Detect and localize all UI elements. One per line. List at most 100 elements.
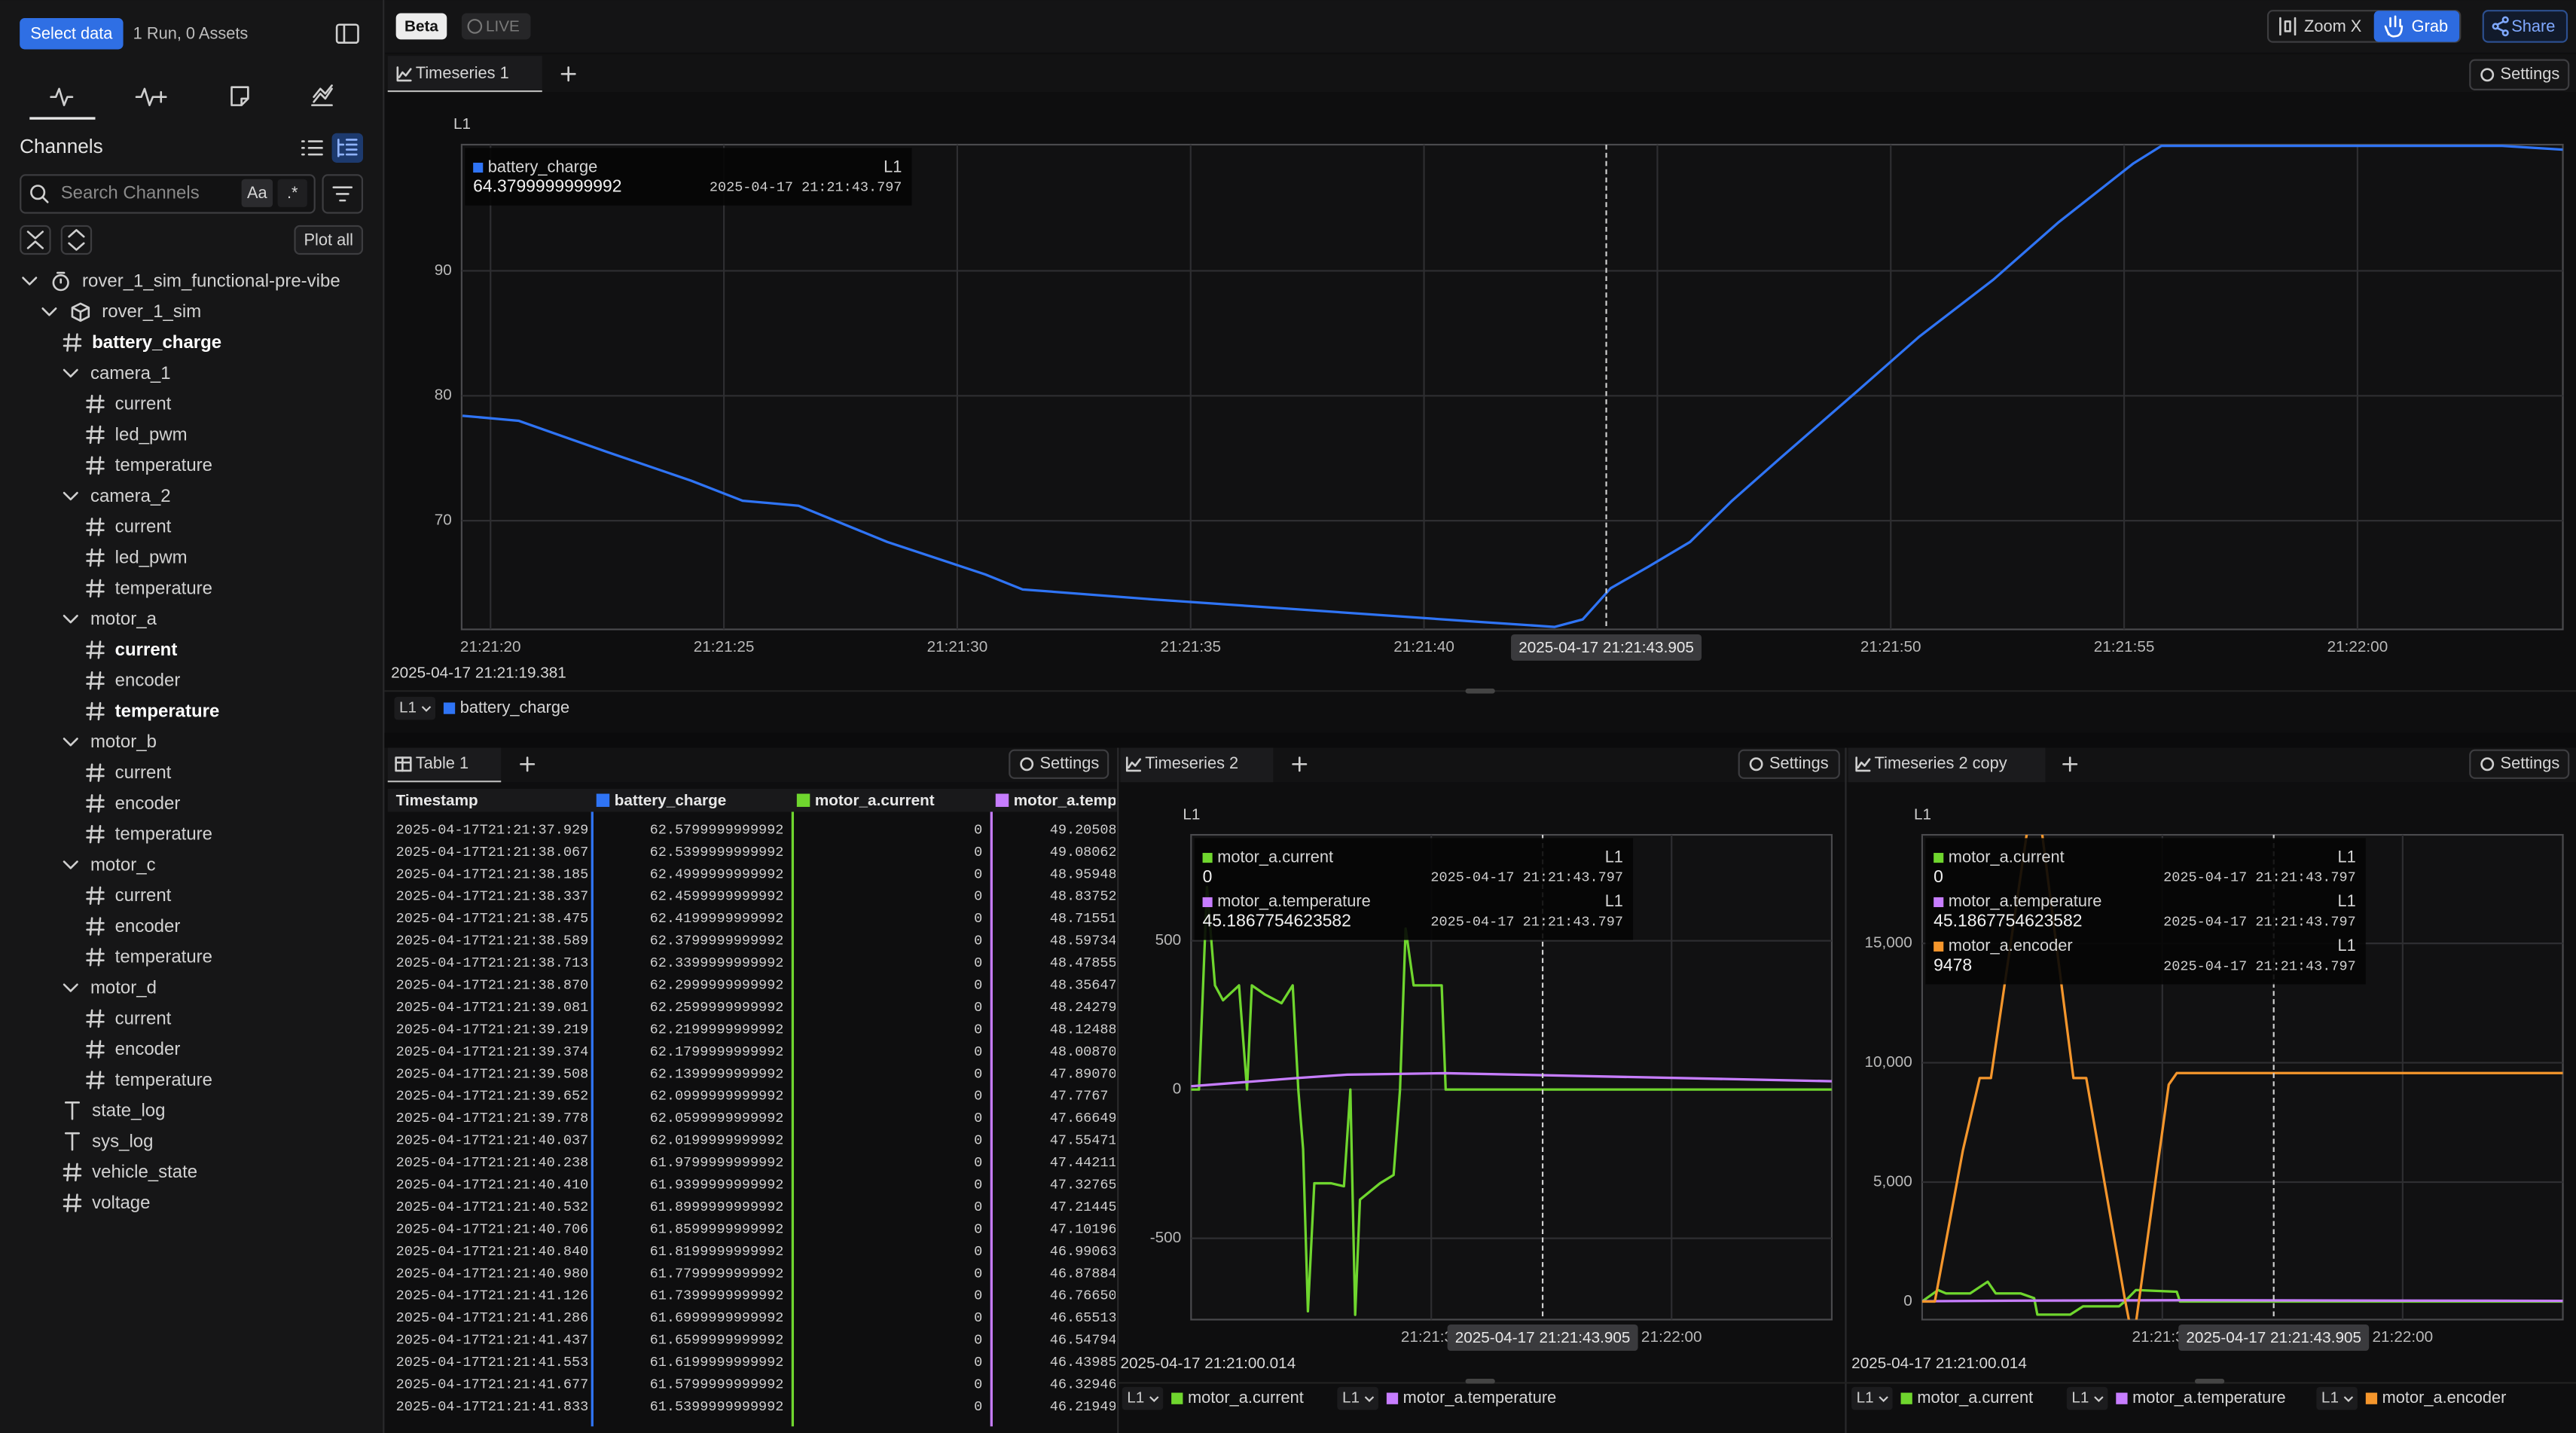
value-cell: 0: [974, 1310, 982, 1326]
expand-all[interactable]: [60, 225, 93, 255]
value-cell: 62.0199999999992: [650, 1133, 784, 1149]
channel-label[interactable]: current: [115, 885, 172, 906]
legend-swatch: [2116, 1392, 2128, 1404]
channel-label[interactable]: current: [115, 640, 178, 660]
tooltip-value: 9478: [1934, 955, 1972, 975]
sidebar-tabs: [50, 84, 333, 106]
tree-view[interactable]: [331, 133, 364, 163]
axis-select[interactable]: [1851, 1386, 1893, 1410]
y-tick-label: 10,000: [1864, 1053, 1912, 1071]
channel-label[interactable]: motor_a: [90, 609, 157, 629]
tooltip-swatch: [1202, 853, 1213, 863]
channel-label[interactable]: motor_b: [90, 732, 157, 752]
resize-handle[interactable]: [1465, 688, 1495, 694]
timeseries-1-tab[interactable]: [387, 56, 542, 93]
list-view[interactable]: [301, 140, 323, 156]
axis-select[interactable]: [394, 696, 435, 720]
channel-label[interactable]: led_pwm: [115, 548, 188, 568]
channel-label[interactable]: temperature: [115, 455, 212, 475]
live-button[interactable]: [461, 13, 531, 40]
value-cell: 61.8599999999992: [650, 1221, 784, 1237]
add-tab[interactable]: [520, 756, 536, 772]
tooltip-axis: L1: [1605, 847, 1623, 866]
channel-label[interactable]: motor_c: [90, 854, 156, 875]
channel-label[interactable]: temperature: [115, 701, 220, 721]
tab-notes[interactable]: [230, 86, 249, 106]
tooltip-value: 0: [1934, 866, 1943, 886]
regex-toggle[interactable]: [277, 179, 307, 207]
numeric-icon: [86, 1040, 105, 1059]
collapse-all[interactable]: [20, 225, 51, 255]
select-data-button[interactable]: [20, 18, 124, 50]
tooltip-value: 0: [1203, 866, 1213, 886]
add-tab[interactable]: [560, 66, 576, 82]
channel-label[interactable]: encoder: [115, 671, 181, 691]
settings-label: Settings: [1040, 753, 1100, 772]
value-cell: 62.1399999999992: [650, 1066, 784, 1082]
channel-label[interactable]: current: [115, 1008, 172, 1028]
channel-label[interactable]: motor_d: [90, 978, 157, 998]
channel-label[interactable]: current: [115, 394, 172, 414]
add-tab[interactable]: [1292, 756, 1308, 772]
channel-label[interactable]: rover_1_sim: [102, 301, 201, 322]
value-cell: 0: [974, 866, 982, 882]
axis-select[interactable]: [2066, 1386, 2108, 1410]
channel-label[interactable]: battery_charge: [92, 332, 221, 353]
zoom-icon[interactable]: [2279, 17, 2297, 36]
value-cell: 0: [974, 1000, 982, 1016]
channel-label[interactable]: state_log: [92, 1101, 165, 1121]
channel-label[interactable]: camera_2: [90, 486, 171, 506]
channel-label[interactable]: encoder: [115, 916, 181, 936]
channel-label[interactable]: voltage: [92, 1193, 150, 1213]
channel-label[interactable]: encoder: [115, 1039, 181, 1059]
tooltip: [465, 148, 912, 206]
value-cell: 0: [974, 1089, 982, 1105]
channel-label[interactable]: temperature: [115, 578, 212, 598]
resize-handle[interactable]: [2194, 1378, 2225, 1384]
add-tab[interactable]: [2062, 756, 2078, 772]
tab-derived[interactable]: [135, 87, 167, 106]
y-tick-label: 0: [1903, 1292, 1912, 1309]
tab-channels[interactable]: [50, 87, 74, 106]
settings-button[interactable]: [1009, 749, 1109, 779]
axis-select[interactable]: [1122, 1386, 1164, 1410]
channel-label[interactable]: temperature: [115, 947, 212, 967]
channel-label[interactable]: encoder: [115, 793, 181, 814]
tab-icon: [396, 66, 412, 82]
resize-handle[interactable]: [1465, 1378, 1495, 1384]
channel-label[interactable]: temperature: [115, 1070, 212, 1090]
search-box[interactable]: [20, 174, 316, 214]
toggle-sidebar[interactable]: [335, 23, 359, 44]
axis-select[interactable]: [1337, 1386, 1378, 1410]
channel-label[interactable]: vehicle_state: [92, 1162, 197, 1182]
settings-button[interactable]: [1738, 749, 1840, 779]
channel-label[interactable]: rover_1_sim_functional-pre-vibe: [82, 270, 340, 291]
channel-label[interactable]: current: [115, 517, 172, 537]
numeric-icon: [86, 701, 105, 721]
case-toggle[interactable]: [241, 179, 273, 207]
timestamp-cell: 2025-04-17T21:21:38.589: [396, 933, 589, 949]
channel-label[interactable]: temperature: [115, 824, 212, 845]
zoom-label[interactable]: Zoom X: [2304, 17, 2362, 35]
value-cell: 47.89070: [1050, 1066, 1117, 1082]
channel-label[interactable]: current: [115, 762, 172, 783]
table-tab[interactable]: [387, 747, 502, 783]
timeseries-2-tab[interactable]: [1120, 747, 1274, 783]
settings-icon: [1749, 757, 1763, 771]
value-cell: 61.9799999999992: [650, 1155, 784, 1171]
channel-label[interactable]: sys_log: [92, 1131, 153, 1151]
settings-button[interactable]: [2469, 59, 2570, 90]
settings-button[interactable]: [2469, 749, 2570, 779]
numeric-icon: [86, 425, 105, 445]
axis-select[interactable]: [2316, 1386, 2358, 1410]
channel-label[interactable]: camera_1: [90, 363, 171, 383]
tab-analysis[interactable]: [311, 84, 333, 106]
regex-toggle-label: .*: [287, 183, 298, 202]
filter-button[interactable]: [322, 174, 364, 214]
timestamp-cell: 2025-04-17T21:21:39.081: [396, 1000, 589, 1016]
timeseries-3-tab[interactable]: [1848, 747, 2046, 783]
plot-all-button[interactable]: [294, 225, 364, 255]
channel-label[interactable]: led_pwm: [115, 424, 188, 445]
y-axis-label: L1: [1183, 805, 1200, 823]
axis-select-caret: [1149, 1396, 1159, 1402]
